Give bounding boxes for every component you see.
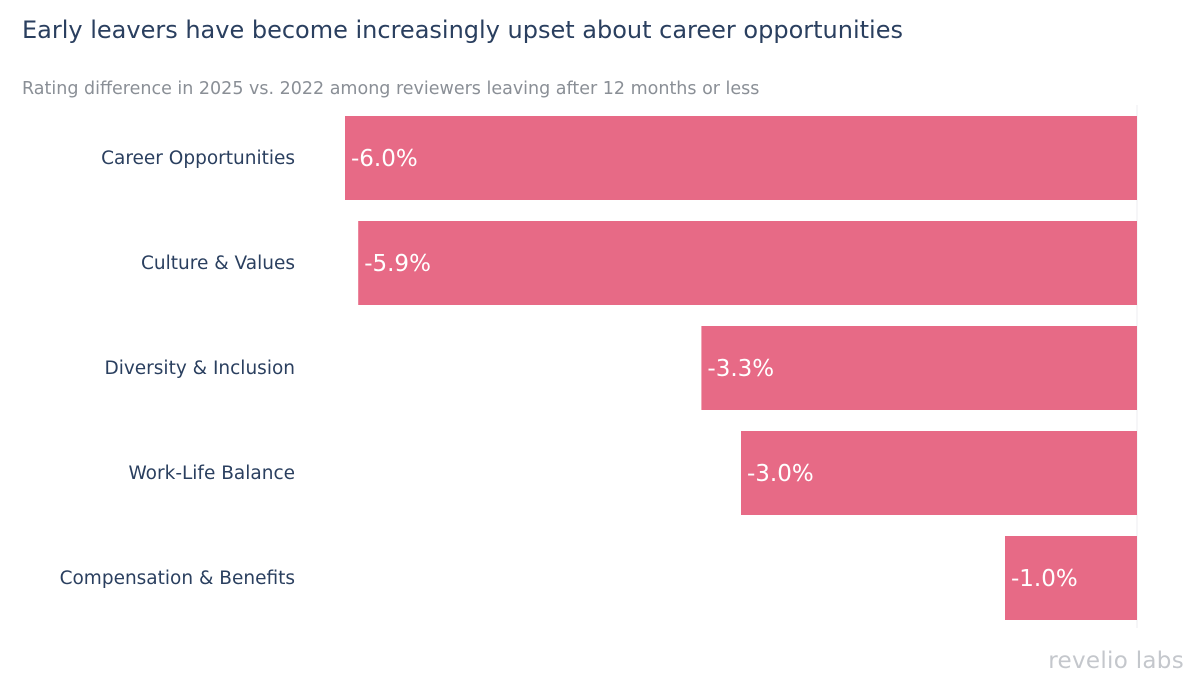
bar-value-label: -3.0% <box>747 461 814 487</box>
category-label: Work-Life Balance <box>128 463 295 484</box>
category-label: Career Opportunities <box>101 148 295 169</box>
bar <box>345 116 1137 200</box>
bar <box>741 431 1137 515</box>
bar-value-label: -5.9% <box>364 251 431 277</box>
bars-group: -6.0% Career Opportunities -5.9% Culture & … <box>60 116 1137 620</box>
bar <box>358 221 1137 305</box>
bar-value-label: -3.3% <box>707 356 774 382</box>
bar-value-label: -6.0% <box>351 146 418 172</box>
revelio-labs-logo: revelio labs <box>1048 648 1184 674</box>
bar <box>1005 536 1137 620</box>
chart-title: Early leavers have become increasingly u… <box>22 16 903 44</box>
category-label: Culture & Values <box>141 253 295 274</box>
category-label: Compensation & Benefits <box>60 568 295 589</box>
bar <box>701 326 1137 410</box>
chart-subtitle: Rating difference in 2025 vs. 2022 among… <box>22 79 760 99</box>
bar-value-label: -1.0% <box>1011 566 1078 592</box>
category-label: Diversity & Inclusion <box>104 358 295 379</box>
